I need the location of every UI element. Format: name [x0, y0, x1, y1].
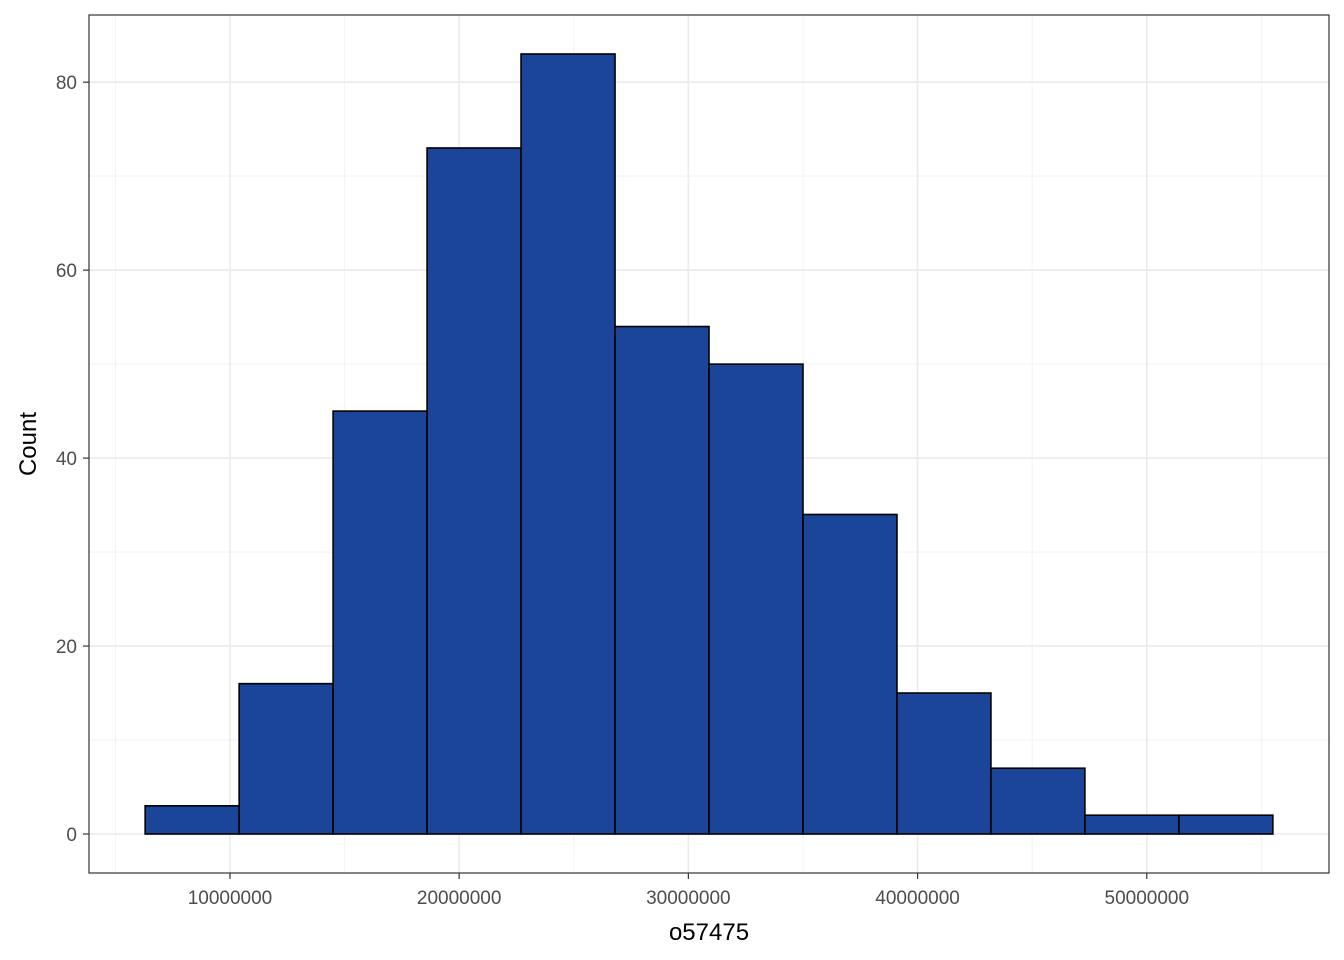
x-tick-label: 40000000	[875, 888, 960, 909]
histogram-bars	[144, 53, 1274, 835]
x-axis: 10000000 20000000 30000000 40000000 50000000	[188, 873, 1189, 909]
y-tick-label: 60	[56, 261, 77, 282]
y-tick-label: 80	[56, 73, 77, 94]
histogram-bar	[1178, 814, 1274, 835]
y-tick-label: 40	[56, 449, 77, 470]
histogram-bar	[144, 805, 240, 835]
histogram-bar	[520, 53, 616, 835]
histogram-bar	[614, 325, 710, 835]
histogram-bar	[238, 682, 334, 835]
histogram-bar	[1084, 814, 1180, 835]
x-tick-label: 10000000	[188, 888, 273, 909]
histogram-bar	[426, 147, 522, 835]
y-axis: 0 20 40 60 80	[56, 73, 89, 846]
histogram-bar	[332, 410, 428, 835]
y-axis-title: Count	[15, 412, 42, 476]
x-axis-title: o57475	[669, 919, 749, 946]
y-tick-label: 20	[56, 637, 77, 658]
histogram-bar	[708, 363, 804, 835]
plot-panel-border	[88, 14, 1330, 874]
histogram-bar	[896, 692, 992, 835]
x-tick-label: 30000000	[646, 888, 731, 909]
x-tick-label: 20000000	[417, 888, 502, 909]
histogram-bar	[802, 513, 898, 835]
y-tick-label: 0	[66, 825, 77, 846]
histogram-bar	[990, 767, 1086, 835]
x-tick-label: 50000000	[1105, 888, 1190, 909]
